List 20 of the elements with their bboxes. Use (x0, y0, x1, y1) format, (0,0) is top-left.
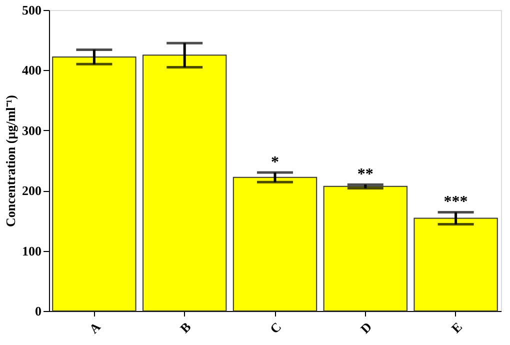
annotation: ** (357, 166, 374, 183)
y-tick-label: 500 (22, 2, 42, 18)
bar (142, 54, 227, 312)
bar (232, 176, 318, 312)
y-tick-label: 200 (22, 183, 42, 198)
annotation: * (271, 154, 279, 171)
x-tick-label: A (86, 318, 104, 336)
x-tick-label: C (266, 319, 284, 336)
annotation: *** (444, 194, 468, 211)
x-tick-label: D (357, 319, 375, 336)
y-tick-label: 0 (35, 304, 42, 318)
y-tick-label: 300 (22, 122, 42, 138)
y-axis-title: Concentration (µg/ml⁻¹) (3, 94, 18, 228)
bar (414, 218, 498, 312)
x-tick-label: B (177, 318, 194, 336)
bar (323, 186, 408, 312)
x-tick-label: E (448, 319, 465, 336)
y-tick-label: 400 (22, 62, 42, 78)
bar (52, 56, 136, 312)
y-tick-label: 100 (22, 243, 42, 258)
